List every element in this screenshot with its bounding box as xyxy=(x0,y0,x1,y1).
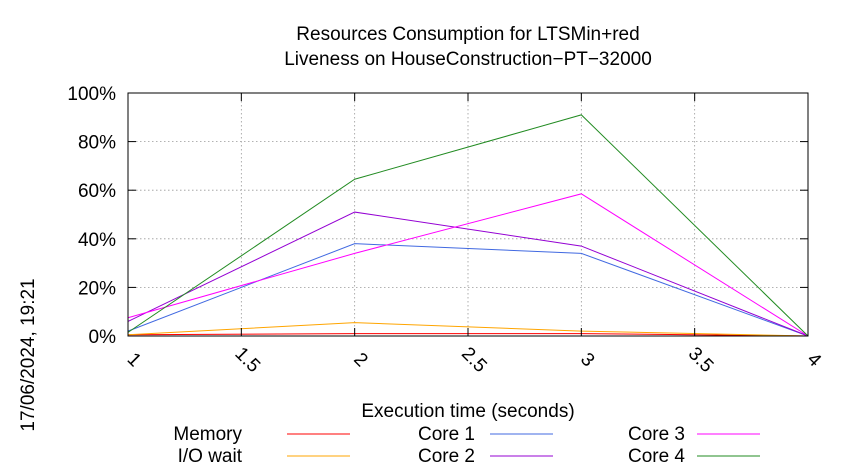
y-tick-label: 100% xyxy=(67,84,116,105)
y-tick-label: 40% xyxy=(78,230,116,251)
x-tick-label: 2.5 xyxy=(457,343,491,377)
legend-label: Core 2 xyxy=(418,446,475,467)
legend-label: Core 1 xyxy=(418,424,475,445)
x-tick-label: 1.5 xyxy=(230,343,264,377)
x-tick-label: 3 xyxy=(576,349,598,371)
y-tick-label: 60% xyxy=(78,181,116,202)
series-line xyxy=(127,211,809,337)
chart-title-line-1: Resources Consumption for LTSMin+red xyxy=(296,24,639,45)
x-tick-label: 4 xyxy=(803,349,826,372)
x-tick-label: 1 xyxy=(123,349,145,371)
series-line xyxy=(127,114,809,337)
chart-title-line-2: Liveness on HouseConstruction−PT−32000 xyxy=(284,49,652,70)
legend-label: I/O wait xyxy=(178,446,243,467)
y-tick-label: 0% xyxy=(89,327,117,348)
x-axis-label: Execution time (seconds) xyxy=(361,401,574,422)
chart-title: Resources Consumption for LTSMin+red Liv… xyxy=(284,24,652,70)
x-tick-label: 2 xyxy=(349,349,371,371)
grid xyxy=(128,93,808,336)
series-line xyxy=(127,193,809,337)
y-tick-label: 80% xyxy=(78,133,116,154)
timestamp: 17/06/2024, 19:21 xyxy=(18,278,39,431)
legend-label: Core 3 xyxy=(628,424,685,445)
y-axis-ticks: 0% 20% 40% 60% 80% 100% xyxy=(67,84,808,348)
y-tick-label: 20% xyxy=(78,278,116,299)
legend-label: Memory xyxy=(173,424,242,445)
legend-label: Core 4 xyxy=(628,446,685,467)
x-tick-label: 3.5 xyxy=(684,343,718,377)
series-line xyxy=(127,243,809,337)
